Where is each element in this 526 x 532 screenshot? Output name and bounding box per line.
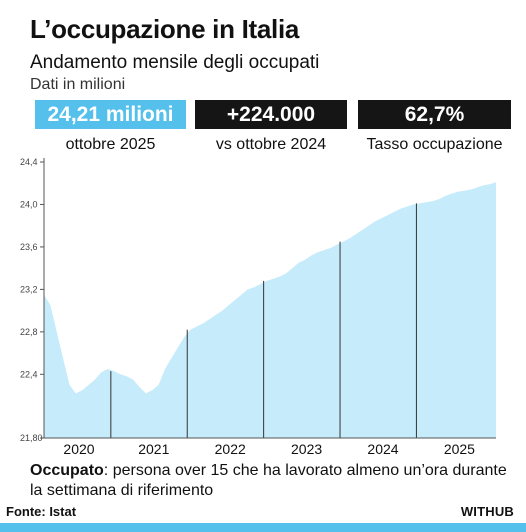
x-tick-label: 2024	[367, 441, 398, 457]
x-tick-label: 2025	[444, 441, 475, 457]
kpi-change-value: +224.000	[195, 100, 347, 129]
brand-logo: WITHUB	[460, 504, 514, 519]
kpi-rate-label: Tasso occupazione	[366, 136, 503, 153]
y-tick-label: 21,80	[20, 433, 43, 443]
y-tick-label: 22,4	[20, 369, 38, 379]
x-tick-label: 2021	[138, 441, 169, 457]
employment-area	[44, 182, 496, 438]
y-tick-label: 24,0	[20, 199, 38, 209]
kpi-change-label: vs ottobre 2024	[215, 136, 327, 153]
footnote-text: : persona over 15 che ha lavorato almeno…	[30, 462, 507, 499]
kpi-rate-value: 62,7%	[358, 100, 511, 129]
employment-area-chart: 21,80 22,4 22,8 23,2 23,6 24,0 24,4 2020 2021 202…	[20, 157, 496, 457]
kpi-employed-label: ottobre 2025	[65, 136, 156, 153]
footnote-term: Occupato	[30, 462, 104, 479]
y-tick-label: 22,8	[20, 327, 38, 337]
source-label: Fonte: Istat	[6, 504, 77, 519]
chart-subtitle: Andamento mensile degli occupati	[30, 52, 320, 73]
bottom-accent-bar	[0, 523, 526, 532]
chart-title: L’occupazione in Italia	[30, 14, 300, 44]
y-tick-label: 23,6	[20, 242, 38, 252]
unit-label: Dati in milioni	[30, 76, 126, 93]
x-tick-label: 2020	[63, 441, 94, 457]
y-tick-label: 23,2	[20, 284, 38, 294]
footnote: Occupato: persona over 15 che ha lavorat…	[30, 461, 510, 501]
kpi-employed-value: 24,21 milioni	[35, 100, 186, 129]
y-tick-label: 24,4	[20, 157, 38, 167]
x-tick-label: 2023	[291, 441, 322, 457]
x-tick-label: 2022	[215, 441, 246, 457]
